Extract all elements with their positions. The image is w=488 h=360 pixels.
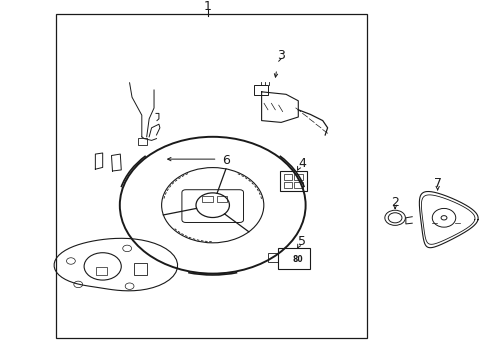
Text: 5: 5 xyxy=(298,235,305,248)
Text: 2: 2 xyxy=(390,196,398,209)
Text: 6: 6 xyxy=(222,154,230,167)
Bar xyxy=(138,138,147,145)
Text: 4: 4 xyxy=(298,157,305,170)
Text: 1: 1 xyxy=(203,0,211,13)
Bar xyxy=(202,196,212,202)
Text: 7: 7 xyxy=(433,177,441,190)
Bar xyxy=(277,248,309,269)
Bar xyxy=(56,14,366,338)
Bar xyxy=(279,171,306,191)
Bar xyxy=(254,85,267,95)
Bar xyxy=(216,196,227,202)
Bar xyxy=(294,182,302,188)
Text: 3: 3 xyxy=(277,49,285,62)
Bar xyxy=(267,253,277,262)
Bar xyxy=(96,267,107,275)
Bar xyxy=(283,174,291,180)
Text: 80: 80 xyxy=(292,255,303,264)
Bar xyxy=(294,174,302,180)
Bar xyxy=(134,263,146,275)
Bar xyxy=(283,182,291,188)
